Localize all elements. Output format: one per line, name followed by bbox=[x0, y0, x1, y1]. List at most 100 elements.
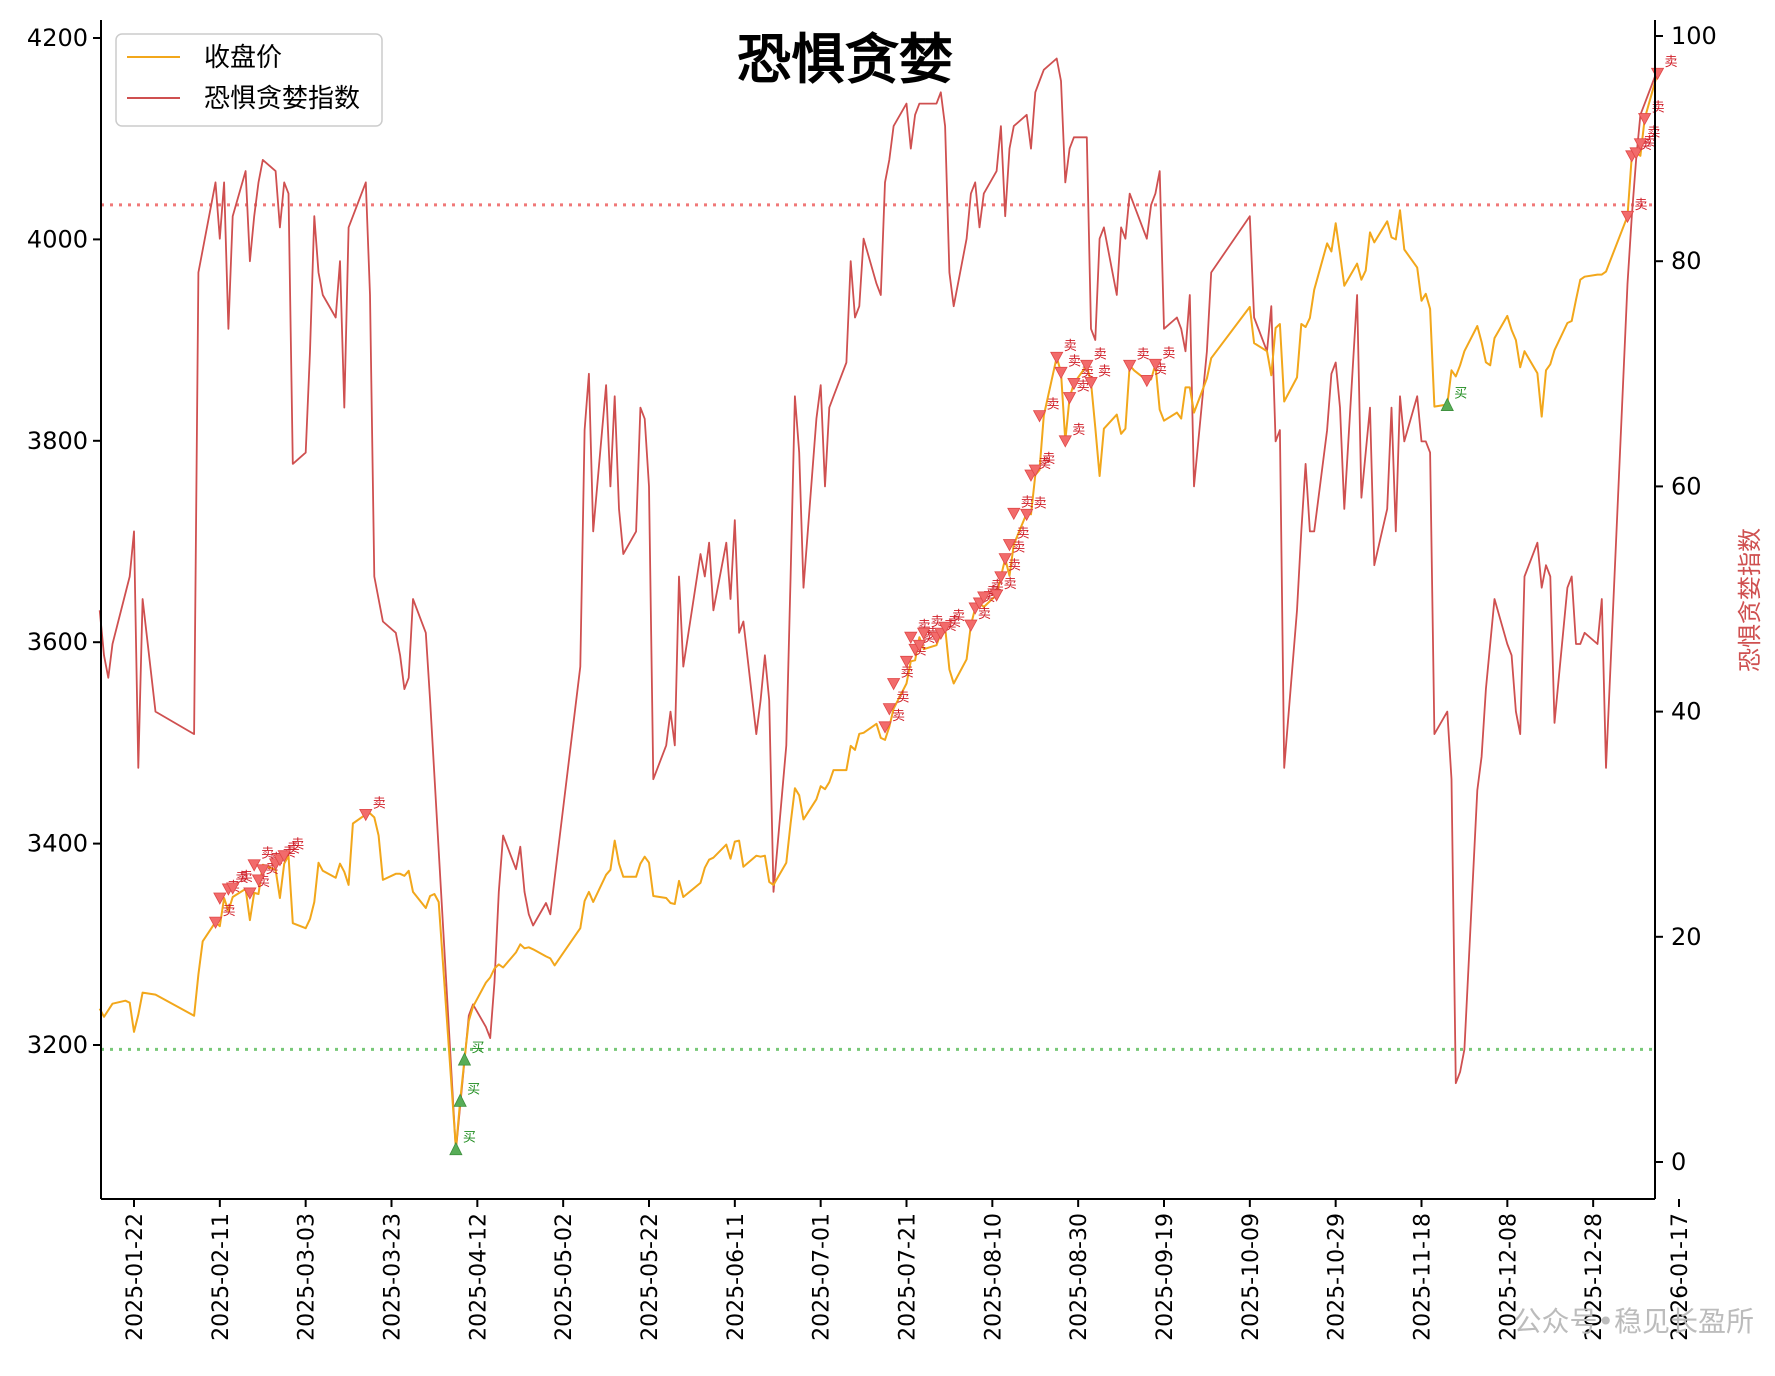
sell-marker bbox=[1062, 392, 1077, 405]
buy-label: 买 bbox=[467, 1082, 480, 1097]
legend-box bbox=[115, 33, 383, 127]
right-tick-label: 40 bbox=[1671, 698, 1702, 726]
left-tick-label: 3600 bbox=[27, 628, 88, 656]
sell-label: 卖 bbox=[1647, 126, 1660, 141]
x-tick-label: 2025-06-11 bbox=[724, 1213, 749, 1341]
sell-label: 卖 bbox=[1652, 101, 1665, 116]
sell-label: 卖 bbox=[1094, 347, 1107, 362]
x-tick-label: 2025-07-01 bbox=[810, 1213, 835, 1341]
sell-marker bbox=[916, 627, 931, 640]
sell-marker bbox=[998, 553, 1012, 566]
watermark: 公众号•稳见长盈所 bbox=[1513, 1305, 1754, 1338]
right-tick-label: 20 bbox=[1671, 923, 1702, 951]
buy-marker bbox=[449, 1141, 463, 1156]
sell-label: 卖 bbox=[1021, 495, 1034, 510]
sell-label: 卖 bbox=[287, 842, 300, 857]
sell-label: 卖 bbox=[261, 847, 274, 862]
reference-lines bbox=[101, 203, 1655, 1051]
sell-label: 卖 bbox=[1038, 457, 1051, 472]
sell-marker bbox=[1629, 147, 1643, 160]
sell-label: 卖 bbox=[1098, 364, 1111, 379]
sell-marker bbox=[938, 621, 952, 634]
left-tick-label: 4200 bbox=[27, 24, 88, 52]
sell-marker bbox=[243, 887, 257, 900]
right-tick-label: 0 bbox=[1671, 1148, 1686, 1176]
sell-label: 卖 bbox=[235, 871, 248, 886]
axes-layer: 3200 3400 3600 3800 4000 4200 0 20 40 60 80 100 2025… bbox=[27, 20, 1717, 1341]
chart-title: 恐惧贪婪 bbox=[737, 28, 953, 91]
sell-marker bbox=[1637, 113, 1652, 126]
buy-marker bbox=[1440, 397, 1454, 411]
left-tick-label: 3800 bbox=[27, 427, 88, 455]
legend-label-price: 收盘价 bbox=[204, 43, 282, 73]
sell-marker bbox=[882, 703, 897, 716]
sell-label: 卖 bbox=[1004, 577, 1017, 592]
sell-marker bbox=[1650, 67, 1665, 81]
x-tick-label: 2026-01-17 bbox=[1668, 1213, 1693, 1341]
sell-marker bbox=[1007, 507, 1021, 521]
legend: 收盘价 恐惧贪婪指数 bbox=[115, 33, 383, 127]
sell-marker bbox=[1148, 358, 1163, 372]
sell-label: 卖 bbox=[1077, 379, 1090, 394]
sell-marker bbox=[1620, 210, 1635, 224]
sell-label: 卖 bbox=[1072, 423, 1085, 438]
sell-label: 卖 bbox=[892, 709, 905, 724]
right-axis-label: 恐惧贪婪指数 bbox=[1736, 528, 1764, 672]
sell-marker bbox=[277, 850, 291, 863]
sell-label: 卖 bbox=[223, 904, 236, 919]
x-tick-label: 2025-10-29 bbox=[1325, 1213, 1350, 1341]
sell-marker bbox=[1067, 378, 1081, 391]
sell-marker bbox=[912, 639, 927, 653]
buy-marker bbox=[453, 1093, 467, 1107]
buy-label: 买 bbox=[471, 1041, 484, 1056]
series-layer bbox=[98, 57, 1659, 1152]
sell-marker bbox=[226, 882, 240, 895]
sell-marker bbox=[899, 655, 914, 669]
sell-label: 卖 bbox=[373, 796, 386, 811]
sell-label: 卖 bbox=[1017, 527, 1030, 542]
sell-marker bbox=[1084, 376, 1098, 390]
fear-greed-series-line bbox=[98, 57, 1659, 1152]
x-tick-label: 2025-03-23 bbox=[381, 1213, 406, 1341]
sell-marker bbox=[1140, 374, 1154, 388]
sell-label: 卖 bbox=[1034, 496, 1047, 511]
x-tick-label: 2025-01-22 bbox=[123, 1213, 148, 1341]
sell-label: 卖 bbox=[978, 607, 991, 622]
sell-marker bbox=[1633, 138, 1648, 151]
sell-marker bbox=[359, 808, 373, 822]
sell-label: 卖 bbox=[1137, 347, 1150, 362]
sell-label: 卖 bbox=[1008, 559, 1021, 574]
sell-marker bbox=[989, 589, 1004, 602]
sell-marker bbox=[251, 874, 266, 887]
right-tick-label: 100 bbox=[1671, 22, 1717, 50]
x-tick-label: 2025-03-03 bbox=[295, 1213, 320, 1341]
x-tick-label: 2025-12-28 bbox=[1582, 1213, 1607, 1341]
sell-marker bbox=[964, 619, 978, 632]
x-tick-label: 2025-05-22 bbox=[638, 1213, 663, 1341]
sell-label: 卖 bbox=[1012, 541, 1025, 556]
sell-marker bbox=[1122, 359, 1137, 373]
sell-marker bbox=[208, 916, 223, 929]
sell-label: 卖 bbox=[1081, 365, 1094, 380]
x-tick-label: 2025-08-10 bbox=[981, 1213, 1006, 1341]
sell-marker bbox=[1032, 410, 1047, 423]
sell-marker bbox=[904, 631, 918, 645]
left-tick-label: 3400 bbox=[27, 830, 88, 858]
x-tick-label: 2025-10-09 bbox=[1239, 1213, 1264, 1341]
sell-label: 卖 bbox=[901, 665, 914, 680]
sell-label: 卖 bbox=[1042, 452, 1055, 467]
sell-marker bbox=[886, 678, 901, 691]
sell-label: 卖 bbox=[1665, 55, 1678, 70]
sell-marker bbox=[1054, 366, 1068, 380]
left-tick-label: 4000 bbox=[27, 225, 88, 253]
x-tick-label: 2025-07-21 bbox=[896, 1213, 921, 1341]
sell-label: 卖 bbox=[1162, 346, 1175, 361]
x-tick-label: 2025-08-30 bbox=[1067, 1213, 1092, 1341]
x-tick-label: 2025-02-11 bbox=[209, 1213, 234, 1341]
sell-marker bbox=[1080, 359, 1094, 373]
sell-marker bbox=[1050, 351, 1064, 365]
sell-marker bbox=[1002, 539, 1017, 552]
legend-label-fg: 恐惧贪婪指数 bbox=[204, 84, 360, 114]
right-tick-label: 60 bbox=[1671, 472, 1702, 500]
